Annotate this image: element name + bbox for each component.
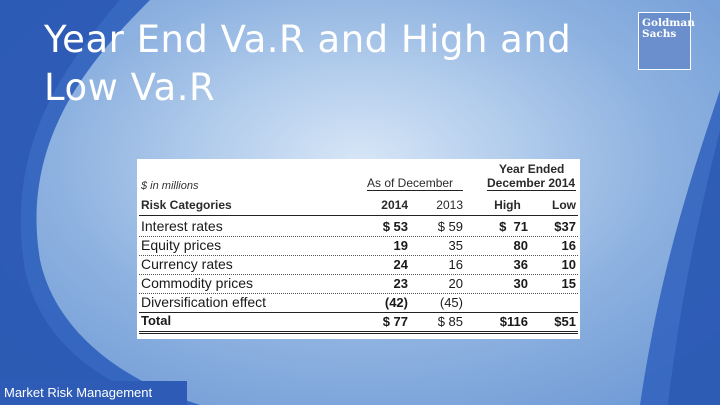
row-value-high: 80 <box>513 238 528 253</box>
total-value-2014: $ 77 <box>382 314 408 329</box>
total-value-low: $51 <box>554 314 576 329</box>
row-value-2014: 23 <box>393 276 408 291</box>
row-value-2013: $ 59 <box>437 219 463 234</box>
total-rule-top <box>139 312 578 313</box>
column-header-high: High <box>494 198 521 212</box>
total-rule-double <box>139 333 578 334</box>
units-label: $ in millions <box>141 180 199 192</box>
row-value-high: 36 <box>513 257 528 272</box>
row-category-total: Total <box>141 313 172 328</box>
row-category: Commodity prices <box>141 275 254 291</box>
header-rule-right <box>487 190 576 191</box>
column-header-rule <box>139 215 578 216</box>
row-category: Diversification effect <box>141 294 267 310</box>
row-value-2013: 16 <box>448 257 463 272</box>
column-header-2014: 2014 <box>381 198 408 212</box>
column-header-2013: 2013 <box>436 198 463 212</box>
row-value-low: $37 <box>554 219 576 234</box>
row-value-2014: 19 <box>393 238 408 253</box>
total-value-2013: $ 85 <box>437 314 463 329</box>
row-divider <box>139 255 578 256</box>
row-value-2013: 20 <box>448 276 463 291</box>
row-value-low: 15 <box>561 276 576 291</box>
row-value-2014: (42) <box>384 295 408 310</box>
logo-line-1: Goldman <box>642 17 695 29</box>
row-divider <box>139 293 578 294</box>
row-category: Equity prices <box>141 237 222 253</box>
column-header-low: Low <box>552 198 576 212</box>
row-divider <box>139 236 578 237</box>
group-header-right-line2: December 2014 <box>487 176 576 190</box>
row-value-low: 16 <box>561 238 576 253</box>
footer-label: Market Risk Management <box>0 381 187 405</box>
column-header-category: Risk Categories <box>141 198 232 212</box>
row-value-2014: $ 53 <box>382 219 408 234</box>
var-table: Year Ended December 2014 As of December … <box>137 159 580 339</box>
row-value-high: $ 71 <box>499 219 528 234</box>
header-rule-left <box>367 190 463 191</box>
row-value-high: 30 <box>513 276 528 291</box>
row-value-2013: 35 <box>448 238 463 253</box>
row-value-low: 10 <box>561 257 576 272</box>
goldman-sachs-logo: Goldman Sachs <box>638 12 695 70</box>
slide-title: Year End Va.R and High and Low Va.R <box>44 18 572 109</box>
row-category: Currency rates <box>141 256 233 272</box>
group-header-right-line1: Year Ended <box>499 162 565 176</box>
row-value-2014: 24 <box>393 257 408 272</box>
total-rule-bottom <box>139 331 578 332</box>
logo-line-2: Sachs <box>642 28 677 40</box>
row-category: Interest rates <box>141 218 223 234</box>
total-value-high: $116 <box>499 314 528 329</box>
group-header-left: As of December <box>367 176 454 190</box>
row-divider <box>139 274 578 275</box>
row-value-2013: (45) <box>439 295 463 310</box>
